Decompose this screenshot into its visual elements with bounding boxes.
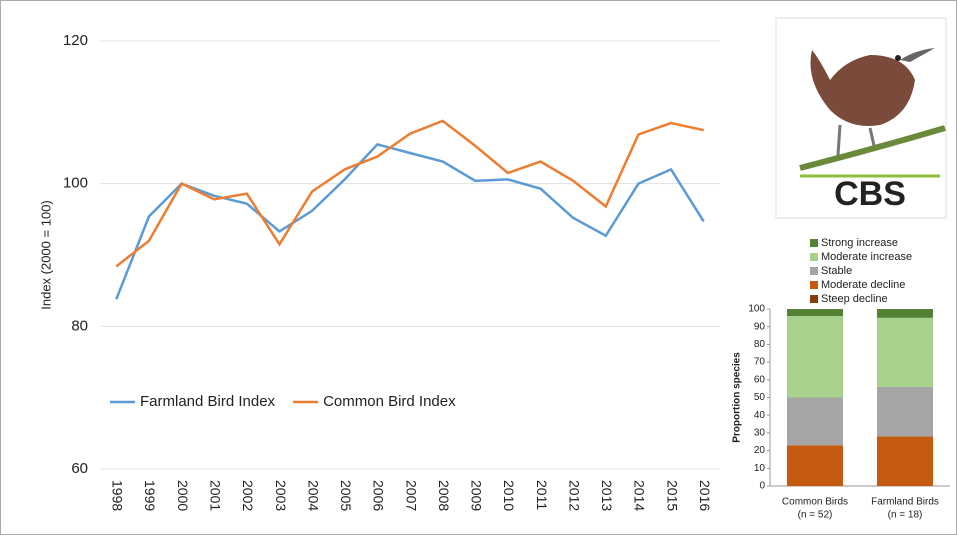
- x-tick-label: 2007: [403, 480, 419, 511]
- x-tick-label: 2013: [599, 480, 615, 511]
- y-tick-label: 90: [754, 321, 766, 332]
- x-tick-label: 2002: [240, 480, 256, 511]
- x-tick-label: 2016: [697, 480, 713, 511]
- page: CBS 6080100120Index (2000 = 100)19981999…: [0, 0, 957, 535]
- legend-label: Steep decline: [821, 293, 888, 305]
- x-tick-label: 2015: [664, 480, 680, 511]
- legend-swatch: [810, 295, 818, 303]
- legend-label: Moderate decline: [821, 279, 905, 291]
- bar-segment: [877, 436, 933, 486]
- y-tick-label: 40: [754, 410, 766, 421]
- y-tick-label: 0: [759, 481, 765, 492]
- legend-label: Common Bird Index: [323, 393, 456, 410]
- legend-label: Strong increase: [821, 237, 898, 249]
- legend-label: Farmland Bird Index: [140, 393, 276, 410]
- x-tick-label: 2003: [273, 480, 289, 511]
- logo: CBS: [776, 18, 946, 218]
- bar-segment: [877, 318, 933, 387]
- x-tick-label: 2010: [501, 480, 517, 511]
- x-tick-label: 1998: [110, 480, 126, 511]
- y-tick-label: 100: [63, 175, 88, 192]
- y-axis-label: Index (2000 = 100): [38, 200, 53, 310]
- legend-swatch: [810, 267, 818, 275]
- legend-swatch: [810, 253, 818, 261]
- legend-label: Stable: [821, 265, 852, 277]
- x-tick-label: 2006: [371, 480, 387, 511]
- x-tick-label: 2011: [534, 480, 550, 510]
- bar-segment: [787, 309, 843, 316]
- y-axis-label: Proportion species: [732, 352, 743, 443]
- logo-text: CBS: [834, 175, 906, 213]
- legend-swatch: [810, 239, 818, 247]
- y-tick-label: 60: [71, 460, 88, 477]
- y-tick-label: 50: [754, 392, 766, 403]
- bar-segment: [877, 387, 933, 437]
- legend-swatch: [810, 281, 818, 289]
- y-tick-label: 70: [754, 357, 766, 368]
- x-tick-label: 2004: [305, 480, 321, 511]
- y-tick-label: 60: [754, 374, 766, 385]
- legend-label: Moderate increase: [821, 251, 912, 263]
- bar-segment: [787, 398, 843, 446]
- x-tick-label: 2005: [338, 480, 354, 511]
- x-tick-label: Farmland Birds: [871, 497, 939, 508]
- x-tick-label: 2014: [632, 480, 648, 511]
- y-tick-label: 80: [71, 317, 88, 334]
- y-tick-label: 100: [748, 304, 765, 315]
- y-tick-label: 30: [754, 428, 766, 439]
- y-tick-label: 120: [63, 32, 88, 49]
- x-tick-label: 2001: [208, 480, 224, 511]
- bar-segment: [787, 445, 843, 486]
- x-tick-label: 2012: [566, 480, 582, 511]
- bar-segment: [877, 309, 933, 318]
- x-tick-sublabel: (n = 52): [798, 510, 833, 521]
- bar-segment: [787, 316, 843, 397]
- x-tick-label: 1999: [142, 480, 158, 511]
- y-tick-label: 80: [754, 339, 766, 350]
- y-tick-label: 20: [754, 445, 766, 456]
- x-tick-label: 2008: [436, 480, 452, 511]
- x-tick-sublabel: (n = 18): [888, 510, 923, 521]
- y-tick-label: 10: [754, 463, 766, 474]
- x-tick-label: 2000: [175, 480, 191, 511]
- x-tick-label: Common Birds: [782, 497, 848, 508]
- x-tick-label: 2009: [469, 480, 485, 511]
